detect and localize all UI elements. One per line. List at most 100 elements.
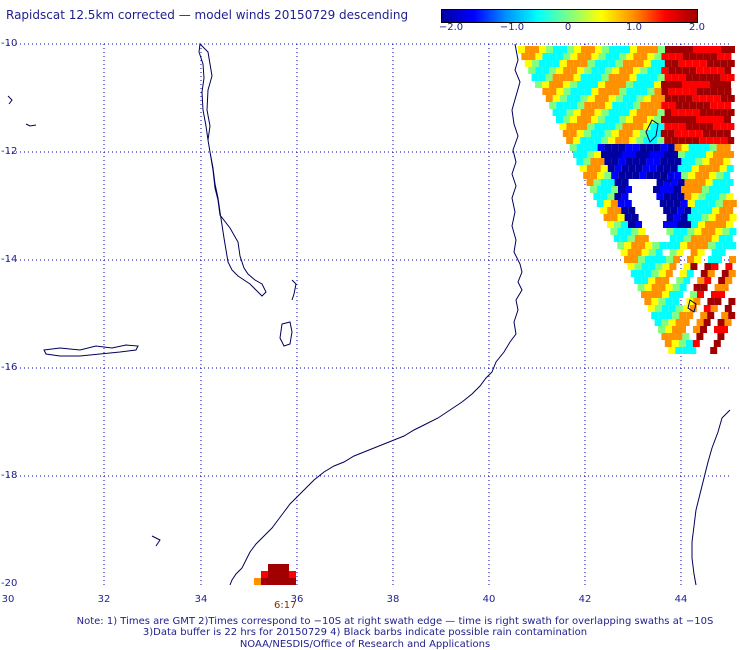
wind-cell [724, 88, 732, 95]
wind-cell [612, 67, 620, 74]
wind-cell [615, 109, 623, 116]
wind-cell [624, 200, 632, 207]
wind-cell [634, 277, 642, 284]
wind-cell [703, 67, 711, 74]
wind-cell [524, 60, 532, 67]
wind-cell [694, 242, 702, 249]
wind-cell [651, 298, 659, 305]
wind-cell [613, 235, 621, 242]
wind-cell [604, 158, 612, 165]
wind-cell [678, 340, 686, 347]
wind-cell [675, 116, 682, 123]
wind-cell [638, 256, 645, 263]
wind-cell [719, 207, 727, 214]
wind-cell [685, 60, 693, 67]
wind-cell [706, 137, 714, 144]
wind-cell [627, 249, 635, 256]
wind-cell [685, 74, 693, 81]
wind-cell [727, 151, 734, 158]
wind-cell [638, 242, 646, 249]
wind-cell [703, 88, 711, 95]
wind-cell [601, 74, 609, 81]
wind-cell [695, 186, 702, 193]
wind-cell [597, 158, 605, 165]
wind-cell [602, 46, 609, 53]
wind-cell [580, 74, 588, 81]
map-title: Rapidscat 12.5km corrected — model winds… [6, 8, 409, 22]
wind-cell [657, 109, 665, 116]
wind-cell [664, 123, 672, 130]
wind-cell [673, 200, 681, 207]
wind-cell [674, 130, 682, 137]
wind-cell [661, 53, 669, 60]
wind-cell [618, 158, 626, 165]
wind-cell [671, 123, 679, 130]
wind-cell [644, 270, 652, 277]
wind-cell [713, 151, 720, 158]
wind-cell [713, 123, 721, 130]
wind-cell [701, 200, 709, 207]
wind-cell [594, 60, 602, 67]
wind-cell [641, 263, 649, 270]
island-outline [663, 171, 673, 183]
wind-cell [673, 214, 681, 221]
wind-cell [595, 46, 602, 53]
wind-cell [698, 179, 706, 186]
wind-cell [705, 207, 713, 214]
wind-cell [570, 81, 577, 88]
wind-cell [696, 333, 704, 340]
wind-cell [629, 123, 637, 130]
wind-cell [598, 116, 605, 123]
wind-cell [717, 88, 725, 95]
wind-cell [634, 249, 642, 256]
wind-cell [542, 88, 550, 95]
wind-cell [684, 165, 692, 172]
wind-cell [603, 214, 611, 221]
wind-cell [580, 95, 588, 102]
lat-tick-label: -10 [1, 38, 18, 49]
lat-tick-label: -18 [1, 470, 18, 481]
wind-cell [712, 179, 720, 186]
wind-cell [711, 249, 719, 256]
island-outline [645, 119, 659, 143]
wind-cell [639, 172, 647, 179]
wind-cell [621, 221, 628, 228]
wind-cell [598, 88, 606, 95]
wind-cell [591, 81, 598, 88]
wind-cell [619, 81, 626, 88]
wind-cell [556, 67, 564, 74]
wind-cell [709, 186, 716, 193]
wind-cell [682, 347, 690, 354]
wind-cell [650, 123, 658, 130]
wind-cell [675, 305, 683, 312]
wind-cell [586, 179, 594, 186]
wind-cell [707, 312, 715, 319]
wind-cell [663, 207, 671, 214]
wind-cell [528, 53, 536, 60]
wind-cell [664, 60, 672, 67]
wind-cell [289, 571, 296, 578]
wind-cell [649, 165, 657, 172]
wind-cell [615, 123, 623, 130]
wind-cell [563, 88, 571, 95]
wind-cell [698, 193, 706, 200]
wind-cell [696, 116, 703, 123]
wind-cell [580, 123, 588, 130]
wind-cell [268, 564, 275, 571]
lat-tick-label: -16 [1, 362, 18, 373]
wind-cell [593, 193, 601, 200]
wind-cell [598, 102, 606, 109]
wind-cell [591, 67, 599, 74]
wind-cell [661, 67, 669, 74]
lon-tick-label: 44 [674, 594, 688, 605]
wind-cell [721, 270, 729, 277]
wind-cell [618, 130, 626, 137]
wind-cell [682, 305, 690, 312]
wind-cell [627, 235, 635, 242]
wind-cell [647, 102, 655, 109]
wind-cell [587, 137, 595, 144]
wind-cell [605, 81, 612, 88]
wind-cell [675, 88, 683, 95]
wind-cell [586, 165, 594, 172]
wind-cell [705, 165, 713, 172]
